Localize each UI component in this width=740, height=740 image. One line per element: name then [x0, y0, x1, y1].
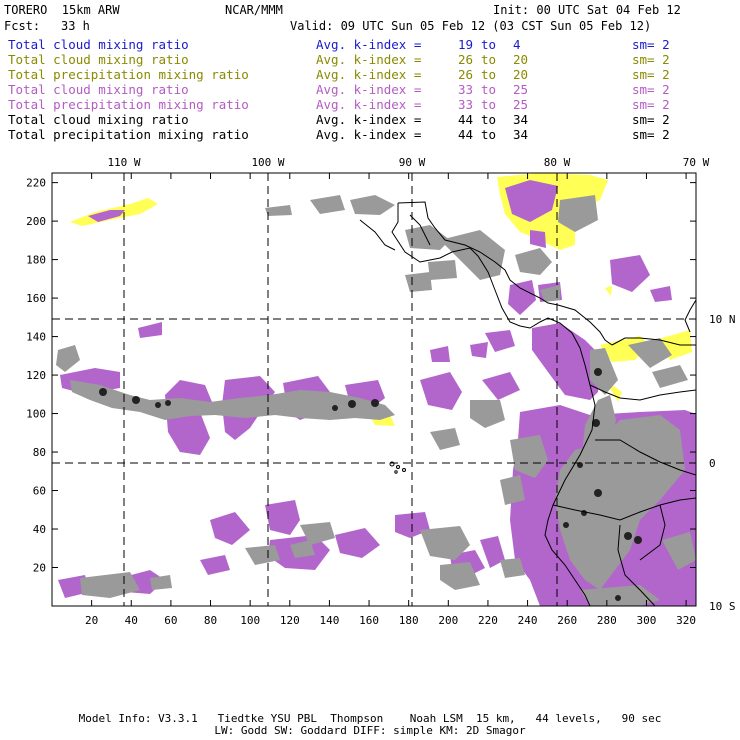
forecast-value: 33 h — [61, 19, 90, 33]
model-name: TORERO 15km ARW — [4, 3, 120, 17]
x-tick-label: 240 — [518, 614, 538, 627]
x-tick-label: 220 — [478, 614, 498, 627]
legend-from: 33 — [458, 97, 474, 112]
legend-from: 26 — [458, 67, 474, 82]
legend-sm: sm= 2 — [632, 112, 670, 127]
legend-from: 26 — [458, 52, 474, 67]
legend-to: 20 — [513, 67, 529, 82]
legend-to: 20 — [513, 52, 529, 67]
map-frame — [51, 172, 697, 607]
legend-from: 44 — [458, 127, 474, 142]
x-tick-label: 200 — [438, 614, 458, 627]
y-tick-label: 200 — [26, 215, 46, 228]
center-name: NCAR/MMM — [225, 3, 283, 17]
y-tick-label: 160 — [26, 292, 46, 305]
legend-field: Total cloud mixing ratio — [8, 37, 189, 52]
legend-sm: sm= 2 — [632, 97, 670, 112]
legend-index: Avg. k-index = — [316, 52, 422, 67]
coastlines — [359, 201, 696, 606]
x-tick-label: 280 — [597, 614, 617, 627]
latitude-label: 10 S — [709, 600, 736, 613]
legend-index: Avg. k-index = — [316, 37, 422, 52]
valid-time: Valid: 09 UTC Sun 05 Feb 12 (03 CST Sun … — [290, 19, 652, 33]
legend-to-word: to — [481, 97, 497, 112]
legend-sm: sm= 2 — [632, 67, 670, 82]
longitude-label: 80 W — [544, 156, 571, 169]
legend-to: 4 — [513, 37, 521, 52]
legend-sm: sm= 2 — [632, 52, 670, 67]
axis-ticks: 20 40 60 80 100 120 140 160 180 200 220 240 260 280 30… — [26, 156, 735, 627]
legend-to: 34 — [513, 112, 529, 127]
legend-to-word: to — [481, 82, 497, 97]
latitude-label: 0 — [709, 457, 716, 470]
legend-to-word: to — [481, 127, 497, 142]
latitude-label: 10 N — [709, 313, 736, 326]
x-tick-label: 60 — [164, 614, 177, 627]
x-tick-label: 20 — [85, 614, 98, 627]
legend-to-word: to — [481, 52, 497, 67]
longitude-label: 100 W — [251, 156, 284, 169]
model-info-line2: LW: Godd SW: Goddard DIFF: simple KM: 2D… — [214, 724, 526, 737]
x-tick-label: 320 — [676, 614, 696, 627]
legend-to: 25 — [513, 97, 529, 112]
legend-index: Avg. k-index = — [316, 112, 422, 127]
legend-to: 25 — [513, 82, 529, 97]
legend-to: 34 — [513, 127, 529, 142]
legend-from: 44 — [458, 112, 474, 127]
legend-index: Avg. k-index = — [316, 82, 422, 97]
longitude-label: 70 W — [683, 156, 710, 169]
legend-from: 33 — [458, 82, 474, 97]
legend-sm: sm= 2 — [632, 82, 670, 97]
x-tick-label: 80 — [204, 614, 217, 627]
legend-field: Total precipitation mixing ratio — [8, 97, 249, 112]
lat-lon-grid — [52, 173, 696, 606]
legend-field: Total cloud mixing ratio — [8, 82, 189, 97]
y-tick-label: 100 — [26, 408, 46, 421]
legend-sm: sm= 2 — [632, 127, 670, 142]
galapagos-islands — [389, 461, 406, 474]
model-info-line1: Model Info: V3.3.1 Tiedtke YSU PBL Thomp… — [78, 712, 662, 725]
legend-index: Avg. k-index = — [316, 127, 422, 142]
legend-to-word: to — [481, 67, 497, 82]
precip-layer — [56, 173, 696, 606]
x-tick-label: 40 — [125, 614, 138, 627]
y-tick-label: 140 — [26, 331, 46, 344]
longitude-label: 90 W — [399, 156, 426, 169]
x-tick-label: 180 — [399, 614, 419, 627]
forecast-label: Fcst: — [4, 19, 41, 33]
legend-field: Total cloud mixing ratio — [8, 52, 189, 67]
x-tick-label: 160 — [359, 614, 379, 627]
init-time: Init: 00 UTC Sat 04 Feb 12 — [493, 3, 681, 17]
x-tick-label: 120 — [280, 614, 300, 627]
legend-index: Avg. k-index = — [316, 97, 422, 112]
y-tick-label: 220 — [26, 177, 46, 190]
legend-to-word: to — [481, 37, 497, 52]
x-tick-label: 260 — [557, 614, 577, 627]
legend-to-word: to — [481, 112, 497, 127]
x-tick-label: 300 — [637, 614, 657, 627]
y-tick-label: 60 — [33, 485, 46, 498]
legend-field: Total precipitation mixing ratio — [8, 67, 249, 82]
legend-field: Total precipitation mixing ratio — [8, 127, 249, 142]
longitude-label: 110 W — [107, 156, 140, 169]
legend-field: Total cloud mixing ratio — [8, 112, 189, 127]
x-tick-label: 100 — [240, 614, 260, 627]
y-tick-label: 120 — [26, 369, 46, 382]
y-tick-label: 80 — [33, 446, 46, 459]
x-tick-label: 140 — [319, 614, 339, 627]
legend-from: 19 — [458, 37, 474, 52]
legend-index: Avg. k-index = — [316, 67, 422, 82]
y-tick-label: 40 — [33, 523, 46, 536]
y-tick-label: 20 — [33, 562, 46, 575]
legend-sm: sm= 2 — [632, 37, 670, 52]
y-tick-label: 180 — [26, 254, 46, 267]
